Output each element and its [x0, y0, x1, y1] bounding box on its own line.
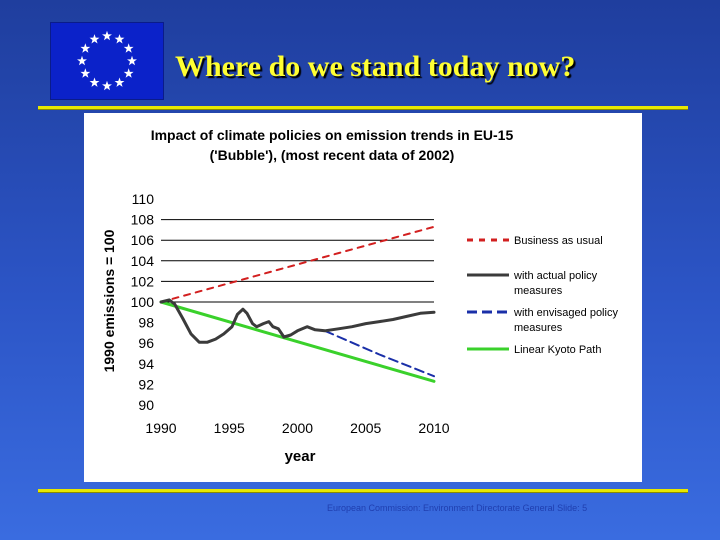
x-tick-label: 1995 [214, 420, 245, 436]
eu-star-icon [114, 34, 125, 44]
eu-star-icon [80, 43, 91, 53]
eu-star-icon [114, 77, 125, 87]
series-line-0 [160, 225, 435, 303]
series-line-3 [159, 300, 436, 383]
x-axis-label: year [285, 448, 316, 465]
emission-trend-chart: Impact of climate policies on emission t… [101, 127, 618, 465]
eu-flag-logo [50, 22, 164, 100]
y-tick-label: 108 [131, 212, 155, 228]
legend-label: Linear Kyoto Path [514, 344, 601, 356]
y-tick-label: 94 [138, 356, 154, 372]
chart-title-line1: Impact of climate policies on emission t… [151, 127, 514, 143]
x-tick-label: 2000 [282, 420, 313, 436]
eu-star-icon [123, 43, 134, 53]
slide-title: Where do we stand today now? [175, 50, 576, 83]
y-tick-label: 96 [138, 335, 154, 351]
chart-title-line2: ('Bubble'), (most recent data of 2002) [210, 147, 455, 163]
slide-footer: European Commission: Environment Directo… [327, 503, 588, 513]
x-tick-label: 1990 [145, 420, 176, 436]
chart-panel: Impact of climate policies on emission t… [84, 113, 642, 482]
series-line-2 [323, 329, 435, 378]
legend-label: with actual policy measures [513, 270, 598, 297]
y-tick-label: 90 [138, 397, 154, 413]
eu-star-icon [102, 80, 112, 91]
x-tick-label: 2005 [350, 420, 381, 436]
y-tick-label: 110 [132, 191, 155, 207]
x-tick-label: 2010 [418, 420, 449, 436]
legend-label: Business as usual [514, 235, 603, 247]
y-tick-label: 100 [131, 294, 155, 310]
eu-star-icon [77, 55, 87, 66]
eu-star-icon [89, 34, 100, 44]
y-tick-label: 92 [138, 376, 154, 392]
y-tick-label: 104 [131, 253, 155, 269]
series-line-1 [159, 298, 436, 344]
y-axis-label: 1990 emissions = 100 [101, 229, 117, 372]
eu-star-icon [123, 68, 134, 78]
eu-star-icon [89, 77, 100, 87]
eu-star-icon [127, 55, 137, 66]
top-divider [38, 106, 688, 109]
eu-star-icon [80, 68, 91, 78]
eu-stars-icon [77, 30, 137, 91]
y-tick-label: 106 [131, 232, 155, 248]
legend-label: with envisaged policy measures [513, 307, 618, 334]
eu-star-icon [102, 30, 112, 41]
y-tick-label: 102 [131, 273, 155, 289]
bottom-divider [38, 489, 688, 492]
y-tick-label: 98 [138, 315, 154, 331]
